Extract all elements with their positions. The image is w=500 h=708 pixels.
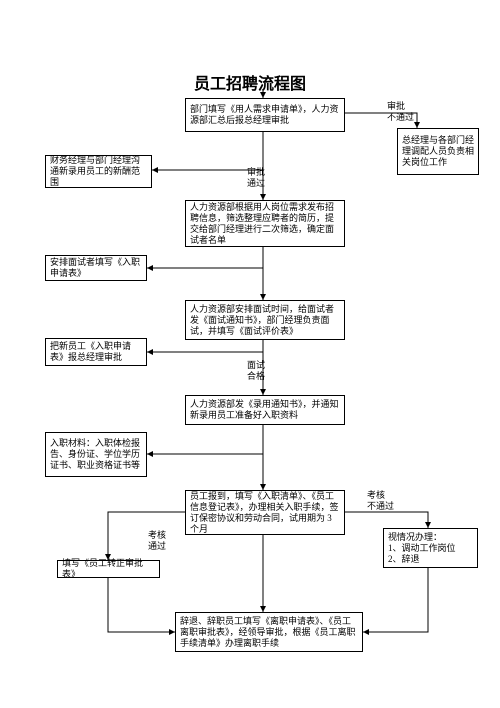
flowchart-node-n10: 员工报到，填写《入职清单》、《员工信息登记表》，办理相关入职手续，签订保密协议和… — [185, 490, 345, 535]
flowchart-node-n12: 填写《员工转正审批表》 — [57, 560, 160, 578]
flowchart-node-n8: 人力资源部发《录用通知书》，并通知新录用员工准备好入职资料 — [185, 395, 345, 425]
flowchart-node-n6: 人力资源部安排面试时间，给面试者发《面试通知书》，部门经理负责面试，并填写《面试… — [185, 300, 345, 340]
flowchart-title: 员工招聘流程图 — [0, 70, 500, 94]
flowchart-node-n11: 视情况办理： 1、调动工作岗位 2、辞退 — [383, 528, 478, 568]
edge-label-l1: 审批 不通过 — [387, 101, 414, 123]
flowchart-node-n4: 人力资源部根据用人岗位需求发布招聘信息，筛选整理应聘者的简历，提交给部门经理进行… — [185, 200, 345, 247]
flowchart-node-n5: 安排面试者填写《入职申请表》 — [45, 255, 147, 281]
flowchart-node-n2: 总经理与各部门经理调配人员负责相关岗位工作 — [397, 128, 479, 175]
flowchart-node-n3: 财务经理与部门经理沟通新录用员工的新酬范围 — [45, 155, 152, 188]
edge-label-l2: 审批 通过 — [247, 167, 265, 189]
edge-label-l5: 考核 不通过 — [367, 490, 394, 512]
flowchart-node-n13: 辞退、辞职员工填写《离职申请表》、《员工离职审批表》，经领导审批，根据《员工离职… — [175, 612, 363, 652]
edge-label-l4: 考核 通过 — [148, 530, 166, 552]
flowchart-node-n1: 部门填写《用人需求申请单》，人力资源部汇总后报总经理审批 — [185, 98, 345, 132]
flowchart-node-n7: 把新员工《入职申请表》报总经理审批 — [45, 338, 147, 366]
edge-label-l3: 面试 合格 — [247, 360, 265, 382]
flowchart-node-n9: 入职材料：入职体检报告、身份证、学位学历证书、职业资格证书等 — [45, 432, 147, 477]
